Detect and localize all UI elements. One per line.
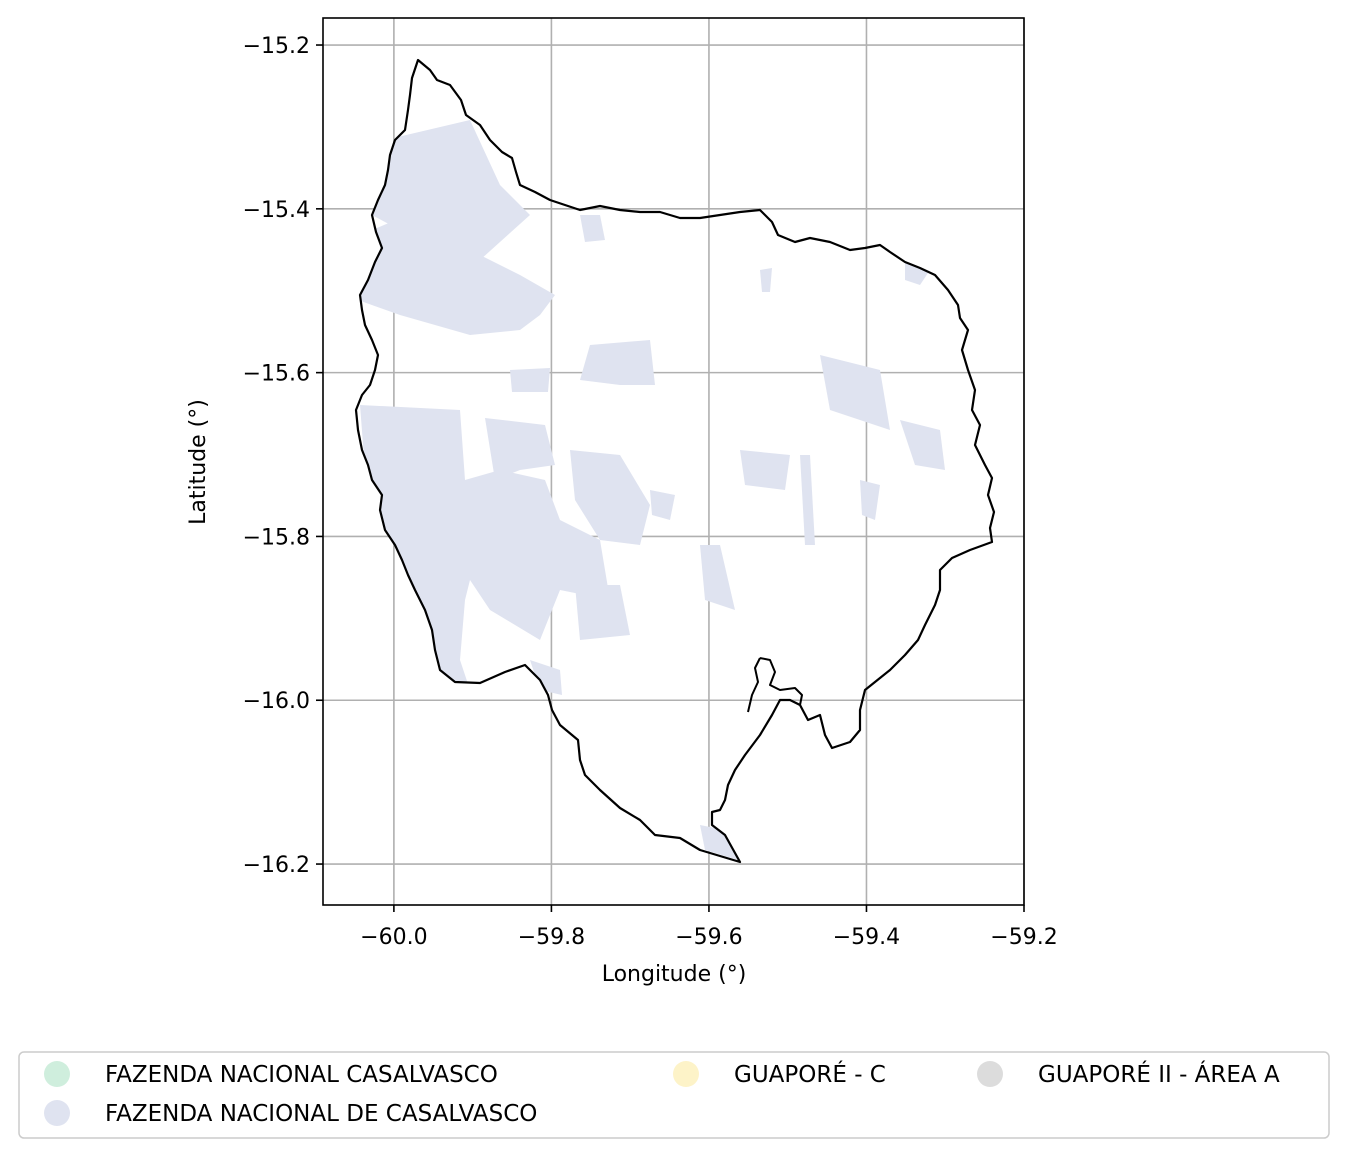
parcel-north-center xyxy=(580,215,605,242)
legend-marker-guapore-c xyxy=(673,1061,699,1087)
x-tick-label: −59.2 xyxy=(990,925,1057,950)
parcel-bottom-tip xyxy=(530,660,562,695)
legend-marker-fazenda-nacional-de-casalvasco xyxy=(44,1100,70,1126)
axes-frame xyxy=(322,17,1025,906)
parcel-south-tip xyxy=(700,825,738,860)
x-tick-label: −59.4 xyxy=(833,925,900,950)
y-tick-label: −15.2 xyxy=(243,34,310,59)
legend-label-fazenda-nacional-casalvasco: FAZENDA NACIONAL CASALVASCO xyxy=(105,1062,498,1088)
parcel-center-north xyxy=(580,340,655,385)
parcel-mid-thin xyxy=(800,455,815,545)
parcel-central-left xyxy=(485,418,555,480)
y-axis-ticks: −15.2 −15.4 −15.6 −15.8 −16.0 −16.2 xyxy=(243,34,323,878)
legend-label-guapore-ii-area-a: GUAPORÉ II - ÁREA A xyxy=(1038,1060,1280,1088)
y-tick-label: −15.8 xyxy=(243,525,310,550)
y-axis-title: Latitude (°) xyxy=(186,399,211,525)
y-tick-label: −16.0 xyxy=(243,689,310,714)
parcel-east-south xyxy=(860,480,880,520)
parcel-east xyxy=(820,355,890,430)
region-boundary xyxy=(354,58,996,864)
y-tick-label: −16.2 xyxy=(243,853,310,878)
boundary-inlet-west xyxy=(747,657,761,713)
x-tick-label: −60.0 xyxy=(360,925,427,950)
x-axis-ticks: −60.0 −59.8 −59.6 −59.4 −59.2 xyxy=(360,905,1058,950)
parcel-east-stripe xyxy=(900,420,945,470)
legend-marker-fazenda-nacional-casalvasco xyxy=(44,1061,70,1087)
parcel-mid-strip xyxy=(740,450,790,490)
parcel-central xyxy=(570,450,650,545)
y-tick-label: −15.4 xyxy=(243,198,310,223)
parcel-mid-small xyxy=(650,490,675,520)
legend-marker-guapore-ii-area-a xyxy=(977,1061,1003,1087)
parcel-east-north xyxy=(905,262,930,285)
parcel-south-left xyxy=(575,585,630,640)
y-tick-label: −15.6 xyxy=(243,362,310,387)
legend-label-guapore-c: GUAPORÉ - C xyxy=(734,1060,886,1088)
x-tick-label: −59.8 xyxy=(518,925,585,950)
x-tick-label: −59.6 xyxy=(675,925,742,950)
parcel-west-band xyxy=(358,210,555,335)
parcel-south-central xyxy=(700,545,735,610)
x-axis-title: Longitude (°) xyxy=(602,962,747,987)
parcel-east-sliver xyxy=(760,268,772,292)
legend: FAZENDA NACIONAL CASALVASCO FAZENDA NACI… xyxy=(18,1051,1330,1139)
parcel-center-north2 xyxy=(510,368,550,392)
legend-label-fazenda-nacional-de-casalvasco: FAZENDA NACIONAL DE CASALVASCO xyxy=(105,1101,537,1127)
boundary-inlet xyxy=(759,657,803,706)
